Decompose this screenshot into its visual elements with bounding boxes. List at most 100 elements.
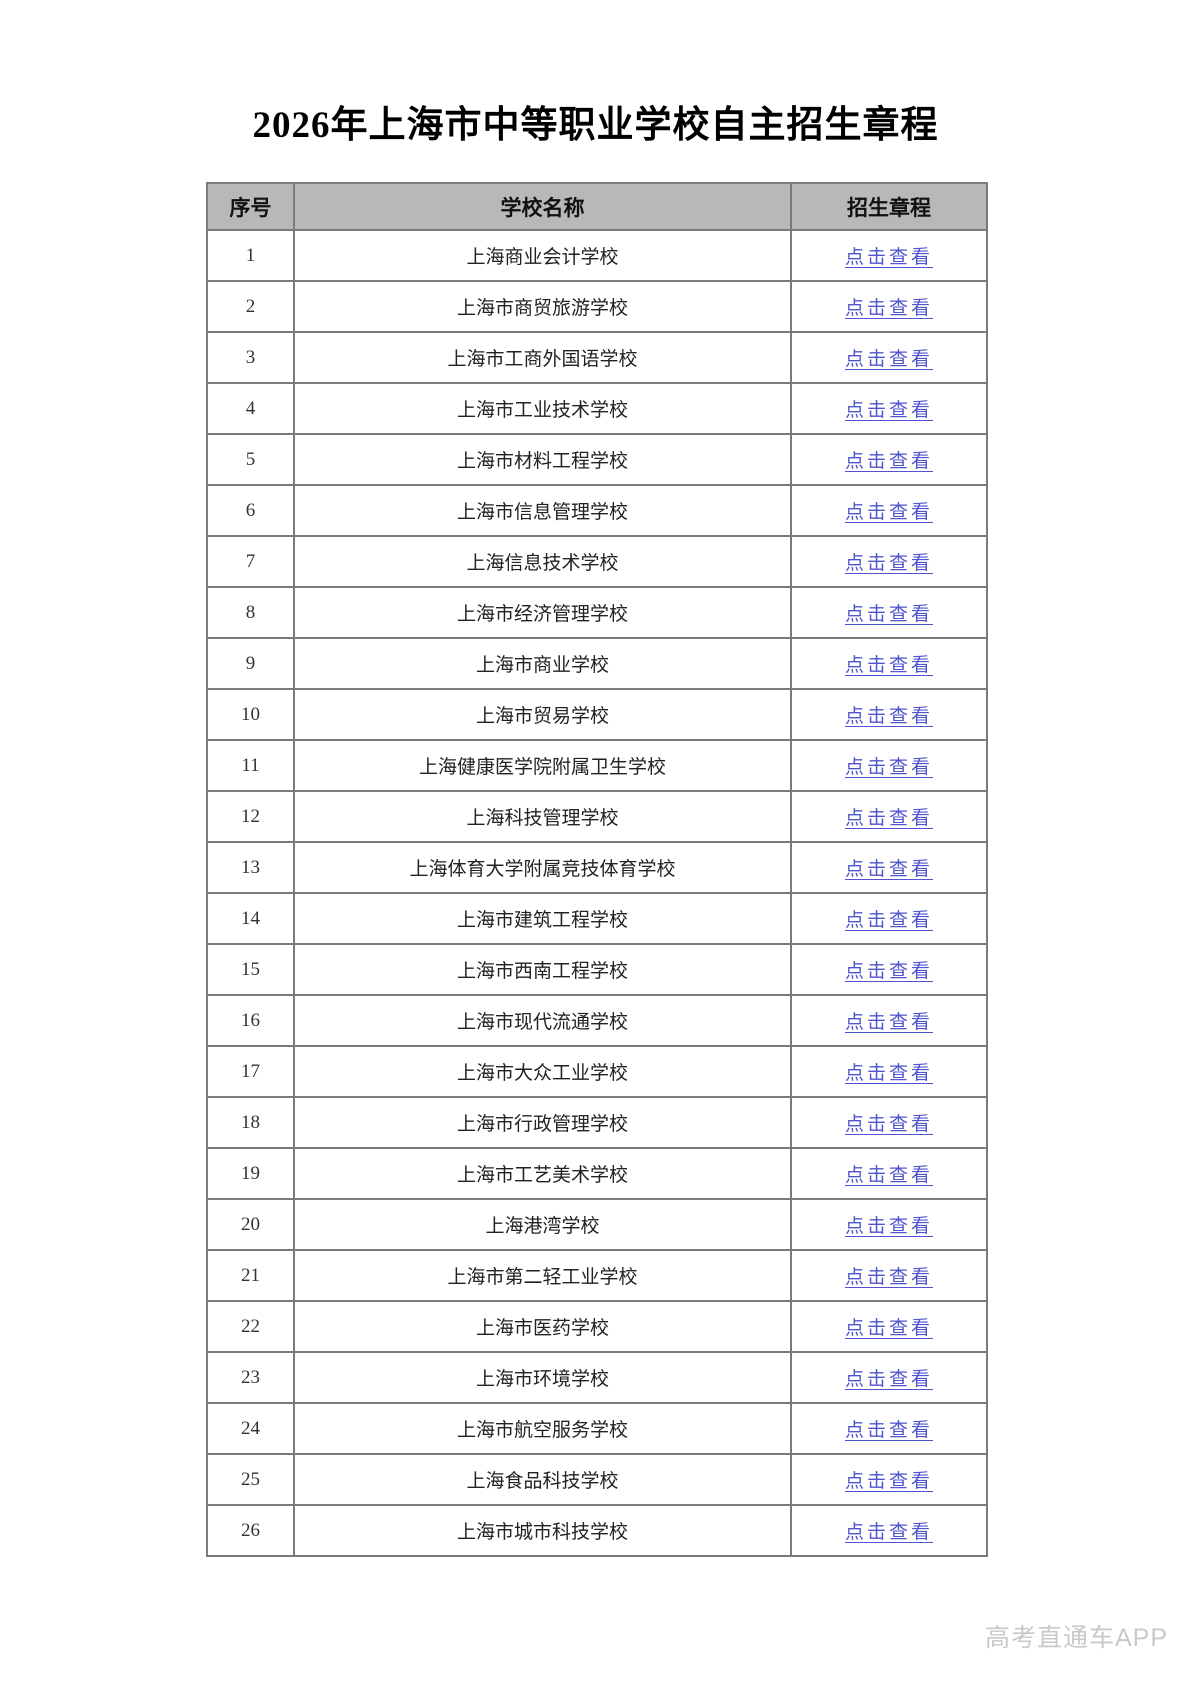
view-charter-link[interactable]: 点击查看 — [844, 706, 933, 727]
charter-link-cell: 点击查看 — [790, 1300, 988, 1353]
school-name-cell: 上海市行政管理学校 — [293, 1096, 792, 1149]
school-name-cell: 上海市第二轻工业学校 — [293, 1249, 792, 1302]
view-charter-link[interactable]: 点击查看 — [844, 910, 933, 931]
view-charter-link[interactable]: 点击查看 — [844, 400, 933, 421]
view-charter-link[interactable]: 点击查看 — [844, 655, 933, 676]
charter-link-cell: 点击查看 — [790, 280, 988, 333]
row-index-cell: 7 — [206, 535, 295, 588]
charter-link-cell: 点击查看 — [790, 994, 988, 1047]
school-name-cell: 上海市商业学校 — [293, 637, 792, 690]
school-name-cell: 上海市信息管理学校 — [293, 484, 792, 537]
table-row: 7 上海信息技术学校 点击查看 — [206, 535, 988, 588]
view-charter-link[interactable]: 点击查看 — [844, 1012, 933, 1033]
charter-link-cell: 点击查看 — [790, 739, 988, 792]
charter-link-cell: 点击查看 — [790, 943, 988, 996]
row-index-cell: 8 — [206, 586, 295, 639]
charter-link-cell: 点击查看 — [790, 484, 988, 537]
table-row: 8 上海市经济管理学校 点击查看 — [206, 586, 988, 639]
view-charter-link[interactable]: 点击查看 — [844, 859, 933, 880]
charter-link-cell: 点击查看 — [790, 1147, 988, 1200]
view-charter-link[interactable]: 点击查看 — [844, 1420, 933, 1441]
row-index-cell: 25 — [206, 1453, 295, 1506]
view-charter-link[interactable]: 点击查看 — [844, 1318, 933, 1339]
table-row: 4 上海市工业技术学校 点击查看 — [206, 382, 988, 435]
row-index-cell: 19 — [206, 1147, 295, 1200]
view-charter-link[interactable]: 点击查看 — [844, 808, 933, 829]
view-charter-link[interactable]: 点击查看 — [844, 604, 933, 625]
row-index-cell: 14 — [206, 892, 295, 945]
charter-link-cell: 点击查看 — [790, 1351, 988, 1404]
school-name-cell: 上海食品科技学校 — [293, 1453, 792, 1506]
view-charter-link[interactable]: 点击查看 — [844, 451, 933, 472]
row-index-cell: 22 — [206, 1300, 295, 1353]
charter-link-cell: 点击查看 — [790, 688, 988, 741]
school-name-cell: 上海市建筑工程学校 — [293, 892, 792, 945]
row-index-cell: 2 — [206, 280, 295, 333]
school-name-cell: 上海市大众工业学校 — [293, 1045, 792, 1098]
view-charter-link[interactable]: 点击查看 — [844, 1165, 933, 1186]
charter-link-cell: 点击查看 — [790, 637, 988, 690]
view-charter-link[interactable]: 点击查看 — [844, 1216, 933, 1237]
watermark: 高考直通车APP — [984, 1624, 1168, 1652]
view-charter-link[interactable]: 点击查看 — [844, 553, 933, 574]
row-index-cell: 15 — [206, 943, 295, 996]
col-header-school-name: 学校名称 — [293, 182, 792, 231]
view-charter-link[interactable]: 点击查看 — [844, 1369, 933, 1390]
table-row: 9 上海市商业学校 点击查看 — [206, 637, 988, 690]
table-row: 16 上海市现代流通学校 点击查看 — [206, 994, 988, 1047]
row-index-cell: 23 — [206, 1351, 295, 1404]
school-name-cell: 上海市材料工程学校 — [293, 433, 792, 486]
view-charter-link[interactable]: 点击查看 — [844, 1063, 933, 1084]
row-index-cell: 26 — [206, 1504, 295, 1557]
table-row: 17 上海市大众工业学校 点击查看 — [206, 1045, 988, 1098]
school-name-cell: 上海科技管理学校 — [293, 790, 792, 843]
school-name-cell: 上海市环境学校 — [293, 1351, 792, 1404]
view-charter-link[interactable]: 点击查看 — [844, 1114, 933, 1135]
table-row: 25 上海食品科技学校 点击查看 — [206, 1453, 988, 1506]
view-charter-link[interactable]: 点击查看 — [844, 1267, 933, 1288]
table-row: 2 上海市商贸旅游学校 点击查看 — [206, 280, 988, 333]
charter-link-cell: 点击查看 — [790, 841, 988, 894]
view-charter-link[interactable]: 点击查看 — [844, 1522, 933, 1543]
view-charter-link[interactable]: 点击查看 — [844, 961, 933, 982]
table-row: 11 上海健康医学院附属卫生学校 点击查看 — [206, 739, 988, 792]
row-index-cell: 3 — [206, 331, 295, 384]
charter-link-cell: 点击查看 — [790, 1096, 988, 1149]
school-name-cell: 上海市工艺美术学校 — [293, 1147, 792, 1200]
table-row: 18 上海市行政管理学校 点击查看 — [206, 1096, 988, 1149]
charter-link-cell: 点击查看 — [790, 433, 988, 486]
view-charter-link[interactable]: 点击查看 — [844, 298, 933, 319]
row-index-cell: 16 — [206, 994, 295, 1047]
charter-link-cell: 点击查看 — [790, 790, 988, 843]
view-charter-link[interactable]: 点击查看 — [844, 247, 933, 268]
view-charter-link[interactable]: 点击查看 — [844, 757, 933, 778]
table-row: 21 上海市第二轻工业学校 点击查看 — [206, 1249, 988, 1302]
school-name-cell: 上海市城市科技学校 — [293, 1504, 792, 1557]
table-row: 14 上海市建筑工程学校 点击查看 — [206, 892, 988, 945]
row-index-cell: 13 — [206, 841, 295, 894]
table-row: 23 上海市环境学校 点击查看 — [206, 1351, 988, 1404]
charter-link-cell: 点击查看 — [790, 1045, 988, 1098]
school-name-cell: 上海市航空服务学校 — [293, 1402, 792, 1455]
table-row: 15 上海市西南工程学校 点击查看 — [206, 943, 988, 996]
school-name-cell: 上海市商贸旅游学校 — [293, 280, 792, 333]
charter-link-cell: 点击查看 — [790, 382, 988, 435]
school-name-cell: 上海市经济管理学校 — [293, 586, 792, 639]
view-charter-link[interactable]: 点击查看 — [844, 1471, 933, 1492]
school-name-cell: 上海市医药学校 — [293, 1300, 792, 1353]
col-header-charter: 招生章程 — [790, 182, 988, 231]
table-row: 6 上海市信息管理学校 点击查看 — [206, 484, 988, 537]
table-row: 24 上海市航空服务学校 点击查看 — [206, 1402, 988, 1455]
row-index-cell: 9 — [206, 637, 295, 690]
view-charter-link[interactable]: 点击查看 — [844, 502, 933, 523]
school-name-cell: 上海市贸易学校 — [293, 688, 792, 741]
school-name-cell: 上海信息技术学校 — [293, 535, 792, 588]
school-name-cell: 上海商业会计学校 — [293, 229, 792, 282]
view-charter-link[interactable]: 点击查看 — [844, 349, 933, 370]
col-header-index: 序号 — [206, 182, 295, 231]
charter-link-cell: 点击查看 — [790, 1504, 988, 1557]
table-row: 19 上海市工艺美术学校 点击查看 — [206, 1147, 988, 1200]
school-name-cell: 上海健康医学院附属卫生学校 — [293, 739, 792, 792]
table-row: 3 上海市工商外国语学校 点击查看 — [206, 331, 988, 384]
row-index-cell: 18 — [206, 1096, 295, 1149]
